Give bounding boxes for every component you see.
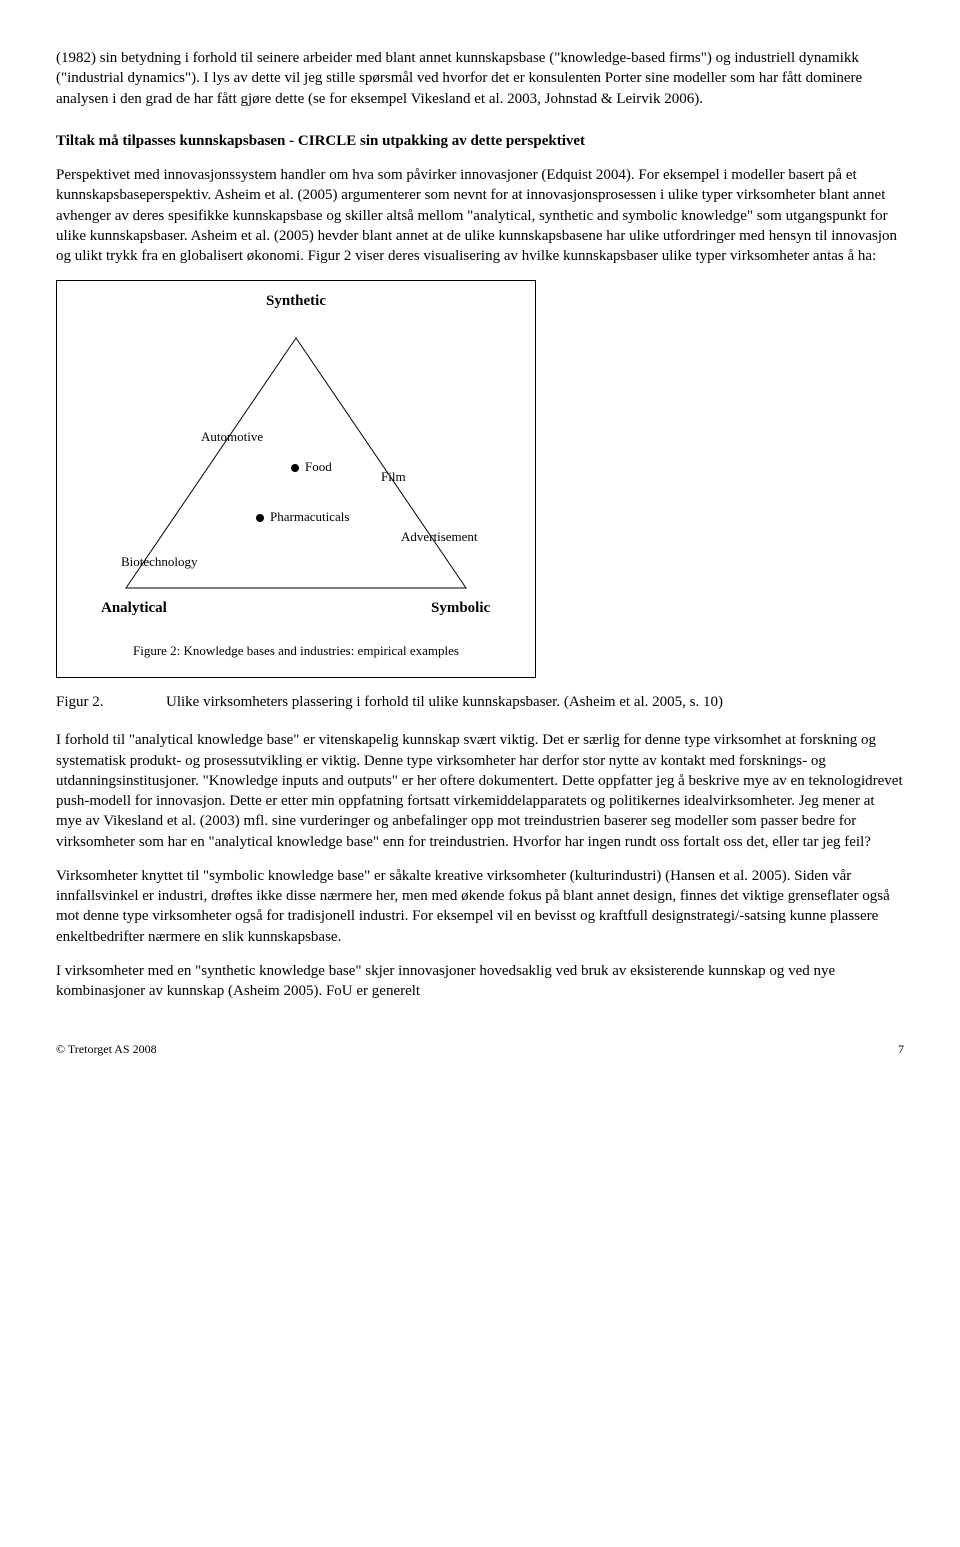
paragraph-2: Perspektivet med innovasjonssystem handl…: [56, 165, 904, 266]
figure-2-box: Synthetic Automotive Food Film Pharmacutica…: [56, 280, 536, 678]
dot-icon: [256, 514, 264, 522]
paragraph-4: Virksomheter knyttet til "symbolic knowl…: [56, 866, 904, 947]
figure-inner-caption: Figure 2: Knowledge bases and industries…: [67, 642, 525, 660]
figure-number: Figur 2.: [56, 692, 166, 712]
dot-icon: [291, 464, 299, 472]
triangle-node-automotive: Automotive: [201, 428, 263, 446]
triangle-node-advertisement: Advertisement: [401, 528, 478, 546]
triangle-node-label: Pharmacuticals: [270, 509, 349, 524]
figure-caption-text: Ulike virksomheters plassering i forhold…: [166, 692, 904, 712]
paragraph-3: I forhold til "analytical knowledge base…: [56, 730, 904, 852]
triangle-diagram: Automotive Food Film Pharmacuticals Advertis…: [71, 318, 521, 628]
footer-page-number: 7: [898, 1041, 904, 1057]
triangle-left-vertex-label: Analytical: [101, 598, 167, 618]
page-footer: © Tretorget AS 2008 7: [56, 1041, 904, 1057]
figure-2-container: Synthetic Automotive Food Film Pharmacutica…: [56, 280, 904, 678]
figure-2-caption: Figur 2. Ulike virksomheters plassering …: [56, 692, 904, 712]
triangle-node-film: Film: [381, 468, 406, 486]
triangle-node-label: Biotechnology: [121, 554, 198, 569]
triangle-right-vertex-label: Symbolic: [431, 598, 490, 618]
triangle-top-vertex-label: Synthetic: [67, 291, 525, 311]
footer-copyright: © Tretorget AS 2008: [56, 1041, 157, 1057]
paragraph-intro: (1982) sin betydning i forhold til seine…: [56, 48, 904, 109]
triangle-node-pharmacuticals: Pharmacuticals: [256, 508, 349, 526]
triangle-node-label: Film: [381, 469, 406, 484]
triangle-node-label: Automotive: [201, 429, 263, 444]
paragraph-5: I virksomheter med en "synthetic knowled…: [56, 961, 904, 1002]
section-title: Tiltak må tilpasses kunnskapsbasen - CIR…: [56, 131, 904, 151]
triangle-node-label: Advertisement: [401, 529, 478, 544]
triangle-node-biotechnology: Biotechnology: [121, 553, 198, 571]
triangle-node-food: Food: [291, 458, 332, 476]
triangle-node-label: Food: [305, 459, 332, 474]
